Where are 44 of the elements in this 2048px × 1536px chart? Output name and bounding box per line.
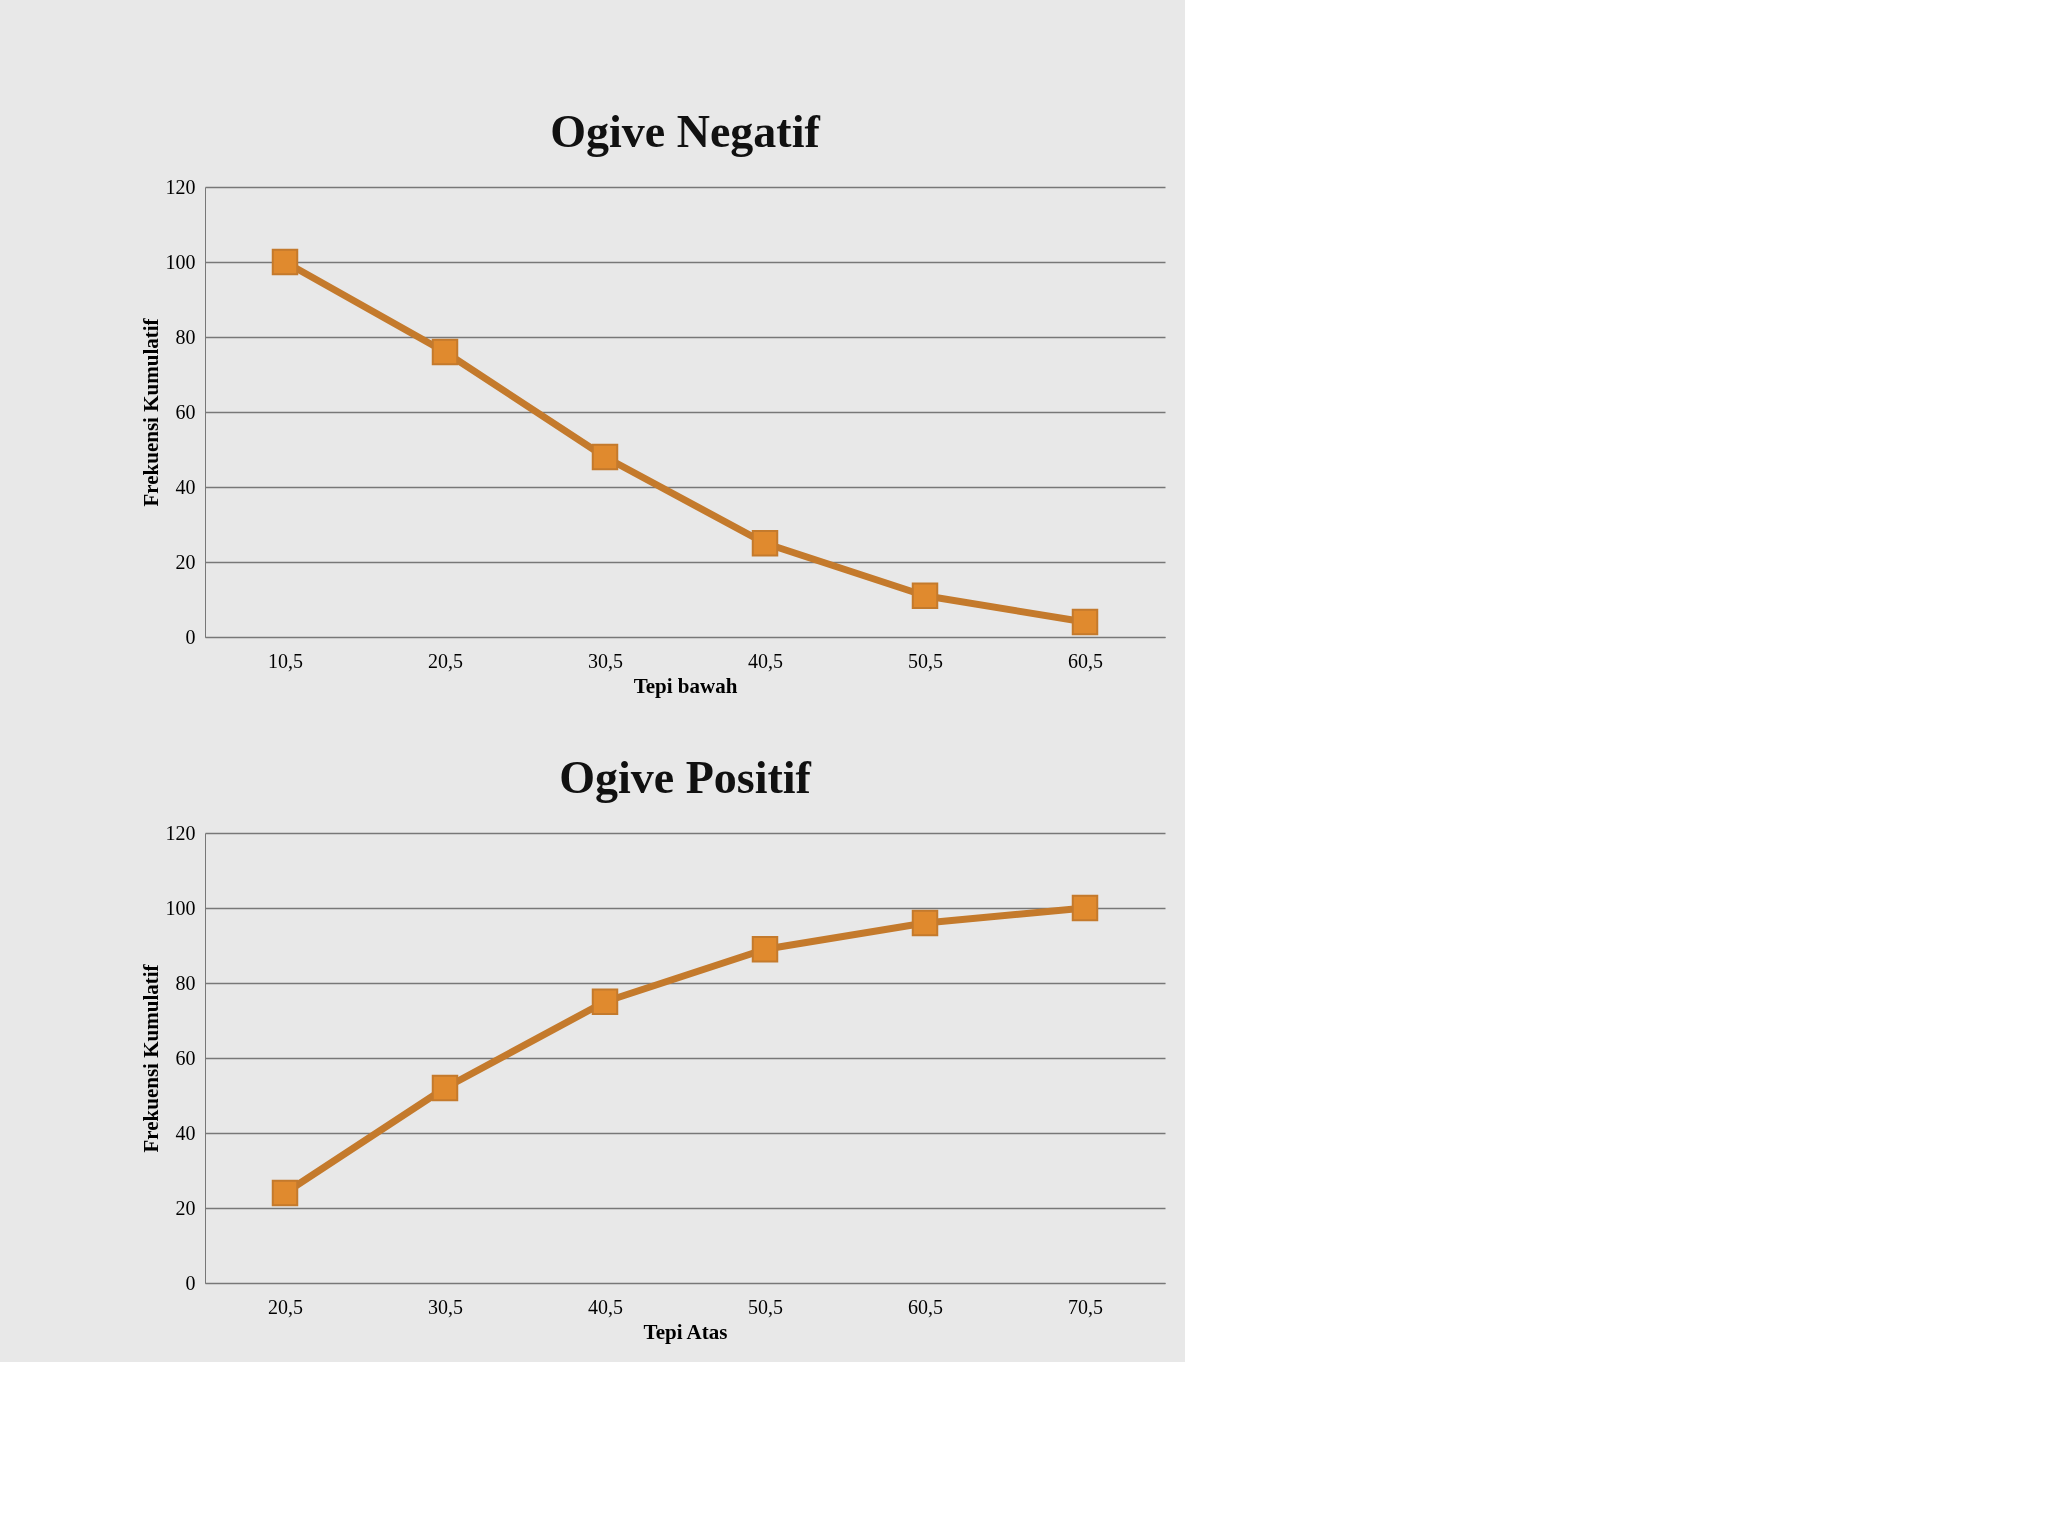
x-tick-label: 40,5 xyxy=(588,1295,623,1318)
point xyxy=(1071,894,1099,922)
point xyxy=(271,248,299,276)
y-tick-label: 100 xyxy=(165,250,196,273)
y-tick-label: 40 xyxy=(175,475,196,498)
y-tick-label: 80 xyxy=(175,971,196,994)
point xyxy=(591,443,619,471)
x-tick-label: 50,5 xyxy=(908,649,943,672)
chart-title: Ogive Positif xyxy=(559,752,812,803)
x-axis-title: Tepi Atas xyxy=(643,1319,728,1344)
y-tick-label: 20 xyxy=(175,550,196,573)
point xyxy=(751,530,779,557)
y-tick-label: 100 xyxy=(165,896,196,919)
x-tick-label: 30,5 xyxy=(428,1295,463,1318)
x-tick-label: 60,5 xyxy=(1068,649,1103,672)
y-tick-label: 120 xyxy=(165,175,196,198)
point xyxy=(911,909,939,937)
x-axis-title: Tepi bawah xyxy=(633,673,738,698)
y-tick-label: 0 xyxy=(185,1271,196,1294)
x-tick-label: 50,5 xyxy=(748,1295,783,1318)
point xyxy=(271,1179,299,1207)
chart-title: Ogive Negatif xyxy=(550,106,821,157)
point xyxy=(1071,608,1099,636)
x-tick-label: 20,5 xyxy=(268,1295,303,1318)
x-tick-label: 20,5 xyxy=(428,649,463,672)
x-tick-label: 70,5 xyxy=(1068,1295,1103,1318)
point xyxy=(591,988,619,1015)
x-tick-label: 30,5 xyxy=(588,649,623,672)
y-axis-title: Frekuensi Kumulatif xyxy=(138,963,163,1153)
x-tick-label: 10,5 xyxy=(268,649,303,672)
point xyxy=(751,936,779,963)
y-tick-label: 80 xyxy=(175,325,196,348)
y-tick-label: 20 xyxy=(175,1196,196,1219)
point xyxy=(911,582,939,609)
point xyxy=(431,338,459,366)
y-tick-label: 60 xyxy=(175,1046,196,1069)
y-axis-title: Frekuensi Kumulatif xyxy=(138,317,163,507)
x-tick-label: 40,5 xyxy=(748,649,783,672)
y-tick-label: 120 xyxy=(165,821,196,844)
y-tick-label: 40 xyxy=(175,1121,196,1144)
x-tick-label: 60,5 xyxy=(908,1295,943,1318)
point xyxy=(431,1074,459,1102)
y-tick-label: 60 xyxy=(175,400,196,423)
y-tick-label: 0 xyxy=(185,625,196,648)
